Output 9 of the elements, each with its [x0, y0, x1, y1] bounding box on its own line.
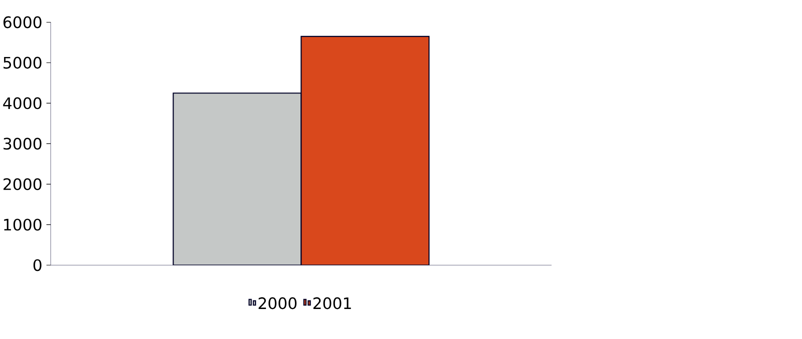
y-tick-label: 1000 — [4, 218, 42, 231]
legend-label: 2000 — [258, 297, 297, 310]
y-tick-label: 6000 — [3, 16, 42, 28]
y-tick-label: 4000 — [3, 97, 42, 110]
y-tick-label: 5000 — [4, 56, 42, 69]
y-tick-label: 0 — [33, 259, 42, 272]
legend-label: 2001 — [313, 297, 351, 310]
y-tick-label: 2000 — [4, 178, 42, 190]
y-tick-label: 3000 — [4, 138, 42, 150]
